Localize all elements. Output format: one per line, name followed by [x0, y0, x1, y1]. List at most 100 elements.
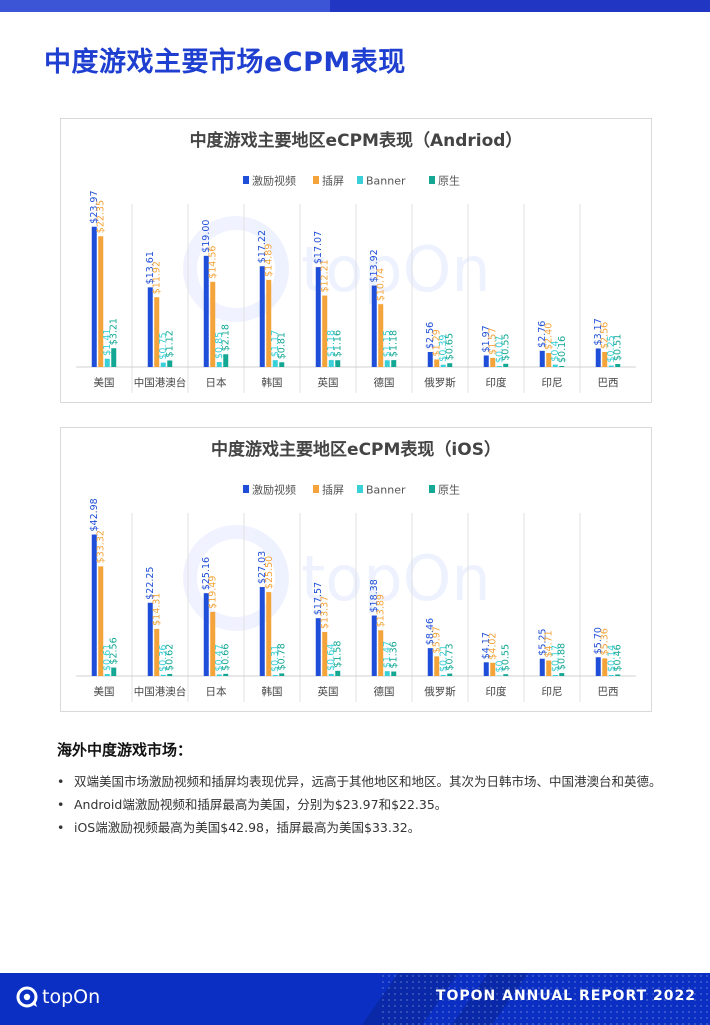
x-tick-label: 韩国 [262, 685, 283, 698]
bar [111, 348, 117, 367]
list-item: • 双端美国市场激励视频和插屏均表现优异，远高于其他地区和地区。其次为日韩市场、中… [57, 770, 667, 793]
bar [378, 630, 384, 676]
bar [167, 673, 173, 676]
bar [91, 226, 97, 367]
data-label: $14.31 [152, 593, 163, 626]
data-label: $1.29 [432, 329, 443, 356]
watermark-logo-icon [183, 525, 289, 631]
data-label: $1.18 [389, 330, 400, 357]
legend-item: 原生 [429, 174, 460, 188]
bar [546, 660, 552, 676]
bar [279, 673, 285, 676]
bar [391, 360, 397, 367]
x-tick-label: 俄罗斯 [424, 376, 456, 389]
data-label: $14.56 [208, 246, 219, 279]
data-label: $3.17 [593, 318, 604, 345]
bar [615, 364, 621, 367]
data-label: $0.17 [550, 645, 561, 672]
data-label: $13.89 [376, 594, 387, 627]
bar [154, 628, 160, 676]
chart-title: 中度游戏主要地区eCPM表现（iOS） [211, 439, 501, 460]
bar [539, 658, 545, 676]
bar [447, 673, 453, 676]
bar [315, 267, 321, 367]
legend-item: 激励视频 [243, 174, 296, 188]
bar [608, 675, 614, 676]
bar [104, 358, 110, 367]
footer-bar [0, 973, 710, 1025]
bar [440, 675, 446, 676]
data-label: $27.03 [257, 551, 268, 584]
watermark: topOn [183, 525, 491, 631]
data-label: $17.57 [313, 582, 324, 615]
data-label: $5.97 [432, 626, 443, 653]
data-label: $22.35 [96, 200, 107, 233]
chart-svg: topOn 中度游戏主要地区eCPM表现（Andriod） 激励视频 插屏 Banner… [76, 130, 636, 393]
bar [384, 360, 390, 367]
list-item: • Android端激励视频和插屏最高为美国，分别为$23.97和$22.35。 [57, 793, 667, 816]
bar [490, 662, 496, 676]
data-label: $0.62 [165, 644, 176, 671]
legend-swatch [243, 176, 249, 184]
bar [315, 618, 321, 676]
legend-label: Banner [366, 484, 406, 497]
bar [259, 587, 265, 676]
data-label: $2.56 [109, 637, 120, 664]
data-label: $2.56 [600, 322, 611, 349]
bar [539, 350, 545, 367]
data-label: $8.46 [425, 618, 436, 645]
bar [98, 566, 104, 676]
data-label: $0.66 [221, 644, 232, 671]
topon-logo-icon [16, 986, 38, 1008]
legend-label: Banner [366, 175, 406, 188]
bar [483, 662, 489, 676]
bar [203, 255, 209, 367]
top-accent-strip [0, 0, 710, 12]
legend-swatch [243, 485, 249, 493]
bar [602, 352, 608, 367]
bar [440, 364, 446, 367]
x-tick-label: 日本 [206, 685, 227, 698]
data-label: $0.39 [438, 335, 449, 362]
bar [91, 534, 97, 676]
x-tick-label: 英国 [318, 376, 339, 389]
legend-item: Banner [357, 175, 406, 188]
x-tick-label: 英国 [318, 685, 339, 698]
data-label: $42.98 [89, 498, 100, 531]
bar [559, 366, 565, 367]
x-tick-label: 印度 [486, 685, 507, 698]
data-label: $5.25 [537, 629, 548, 656]
watermark: topOn [183, 216, 491, 322]
bar [427, 352, 433, 367]
legend-swatch [429, 176, 435, 184]
data-label: $12.21 [320, 259, 331, 292]
bar [167, 360, 173, 367]
bar [266, 592, 272, 676]
x-tick-label: 巴西 [598, 686, 619, 698]
data-label: $0 [494, 660, 505, 672]
data-label: $25.50 [264, 556, 275, 589]
bullet-list: • 双端美国市场激励视频和插屏均表现优异，远高于其他地区和地区。其次为日韩市场、中… [57, 770, 667, 839]
bar [223, 673, 229, 676]
chart-title: 中度游戏主要地区eCPM表现（Andriod） [190, 130, 523, 151]
bar [552, 364, 558, 367]
data-label: $13.37 [320, 596, 331, 629]
x-tick-label: 美国 [94, 376, 115, 389]
data-label: $0.14 [606, 645, 617, 672]
data-label: $0.21 [438, 645, 449, 672]
x-tick-label: 日本 [206, 376, 227, 389]
bar [496, 675, 502, 676]
data-label: $0.73 [445, 643, 456, 670]
data-label: $1.47 [382, 641, 393, 668]
data-label: $2.40 [544, 323, 555, 350]
android-chart-panel: topOn 中度游戏主要地区eCPM表现（Andriod） 激励视频 插屏 Banner… [60, 118, 652, 403]
data-label: $17.07 [313, 231, 324, 264]
bar [602, 658, 608, 676]
legend-label: 插屏 [322, 174, 344, 188]
bar [98, 236, 104, 367]
data-label: $0.75 [158, 332, 169, 359]
bar [552, 675, 558, 676]
bar [335, 360, 341, 367]
data-label: $5.70 [593, 627, 604, 654]
x-tick-label: 韩国 [262, 376, 283, 389]
